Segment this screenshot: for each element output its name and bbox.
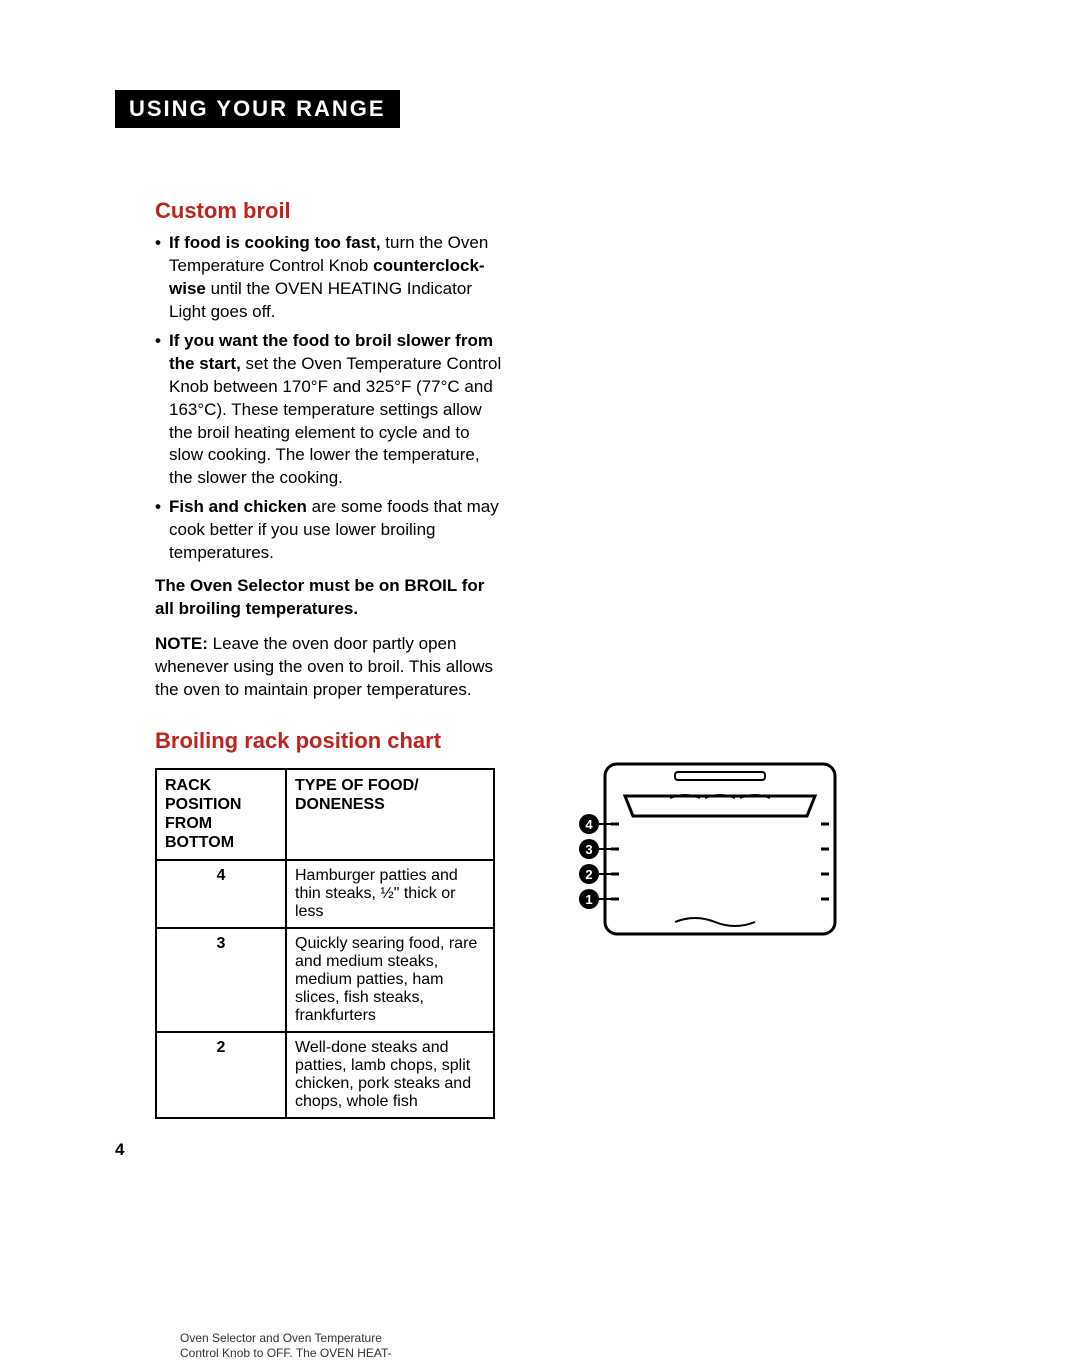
svg-text:4: 4 bbox=[585, 817, 593, 832]
bullet-lead: Fish and chicken bbox=[169, 497, 307, 516]
footer-fragment: Oven Selector and Oven Temperature Contr… bbox=[180, 1331, 392, 1360]
custom-broil-bullets: If food is cooking too fast, turn the Ov… bbox=[155, 232, 935, 565]
table-row: 4 Hamburger patties and thin steaks, ½" … bbox=[156, 860, 494, 928]
footer-line: Oven Selector and Oven Temperature bbox=[180, 1331, 392, 1345]
custom-broil-heading: Custom broil bbox=[155, 198, 935, 224]
note-paragraph: NOTE: Leave the oven door partly open wh… bbox=[155, 633, 505, 702]
bullet-item: If food is cooking too fast, turn the Ov… bbox=[155, 232, 505, 324]
svg-text:3: 3 bbox=[585, 842, 592, 857]
bullet-item: If you want the food to broil slower fro… bbox=[155, 330, 505, 491]
note-label: NOTE: bbox=[155, 634, 208, 653]
rack-position: 3 bbox=[156, 928, 286, 1032]
bullet-item: Fish and chicken are some foods that may… bbox=[155, 496, 505, 565]
bullet-lead: If food is cooking too fast, bbox=[169, 233, 381, 252]
oven-rack-diagram: 4 3 2 1 bbox=[575, 754, 855, 959]
selector-note: The Oven Selector must be on BROIL for a… bbox=[155, 575, 505, 621]
bullet-text: until the OVEN HEATING Indicator Light g… bbox=[169, 279, 472, 321]
section-header: USING YOUR RANGE bbox=[115, 90, 400, 128]
rack-position: 2 bbox=[156, 1032, 286, 1118]
page-number: 4 bbox=[115, 1140, 124, 1160]
rack-food: Hamburger patties and thin steaks, ½" th… bbox=[286, 860, 494, 928]
rack-food: Well-done steaks and patties, lamb chops… bbox=[286, 1032, 494, 1118]
table-header: TYPE OF FOOD/ DONENESS bbox=[286, 769, 494, 860]
table-header: RACK POSITION FROM BOTTOM bbox=[156, 769, 286, 860]
rack-chart-heading: Broiling rack position chart bbox=[155, 728, 505, 754]
table-row: 2 Well-done steaks and patties, lamb cho… bbox=[156, 1032, 494, 1118]
svg-text:2: 2 bbox=[585, 867, 592, 882]
bullet-text: set the Oven Temperature Control Knob be… bbox=[169, 354, 501, 488]
table-row: 3 Quickly searing food, rare and medium … bbox=[156, 928, 494, 1032]
rack-food: Quickly searing food, rare and medium st… bbox=[286, 928, 494, 1032]
rack-position-table: RACK POSITION FROM BOTTOM TYPE OF FOOD/ … bbox=[155, 768, 495, 1119]
footer-line: Control Knob to OFF. The OVEN HEAT- bbox=[180, 1346, 392, 1360]
rack-position: 4 bbox=[156, 860, 286, 928]
svg-text:1: 1 bbox=[585, 892, 592, 907]
